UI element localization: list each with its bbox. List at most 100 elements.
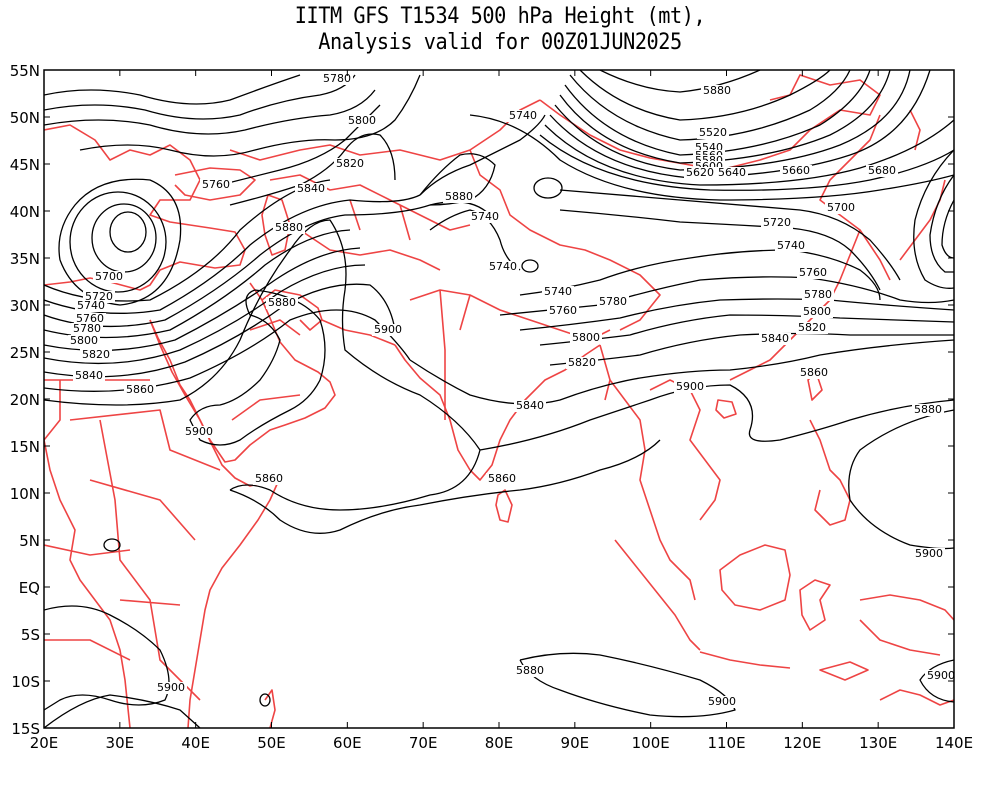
contour-label: 5880	[268, 296, 296, 309]
contour-label: 5760	[799, 266, 827, 279]
coastline-china-east	[729, 114, 881, 381]
contour-label: 5900	[185, 425, 213, 438]
contour-label: 5860	[488, 472, 516, 485]
contour-label: 5700	[95, 270, 123, 283]
coastline-philippines	[809, 419, 851, 526]
borders-india	[409, 289, 611, 420]
coastline-sulawesi	[799, 579, 831, 631]
coastline-sumatra	[614, 539, 701, 651]
coastline-gulf	[261, 289, 396, 346]
contour-small-1	[533, 177, 563, 199]
contour-5620	[554, 70, 911, 171]
contour-label: 5820	[798, 321, 826, 334]
contour-5540	[579, 70, 831, 121]
coastline-med	[44, 124, 246, 291]
coastline-east-africa	[187, 481, 279, 728]
contour-label: 5680	[868, 164, 896, 177]
contour-5900-e	[848, 409, 954, 550]
contour-label: 5880	[275, 221, 303, 234]
contour-label: 5800	[70, 334, 98, 347]
border-kazakhstan-russia	[229, 99, 541, 161]
contour-label-bg	[71, 323, 103, 335]
contour-label-bg	[780, 165, 812, 177]
contour-5580	[564, 70, 871, 156]
contour-5860-india	[409, 339, 954, 405]
coastline-timor	[819, 661, 869, 681]
contour-label-bg	[295, 183, 327, 195]
contour-label: 5900	[915, 547, 943, 560]
contour-label-bg	[273, 222, 305, 234]
contour-label: 5760	[202, 178, 230, 191]
contour-5880-east	[479, 384, 954, 451]
contour-label-bg	[547, 305, 579, 317]
contour-label-bg	[93, 271, 125, 283]
x-tick-label: 110E	[707, 734, 745, 752]
contour-small-2	[521, 259, 539, 273]
contour-labels: 5780580058205840576058805700572057405760…	[68, 72, 957, 708]
contour-label-bg	[825, 202, 857, 214]
contour-label: 5780	[323, 72, 351, 85]
border-mongolia	[539, 74, 881, 171]
x-tick-label: 60E	[333, 734, 362, 752]
contour-small-3	[103, 538, 121, 552]
contour-label-bg	[706, 696, 738, 708]
contour-label: 5820	[336, 157, 364, 170]
coastline-blacksea	[174, 167, 256, 201]
contour-5700	[469, 114, 954, 201]
contour-label: 5720	[763, 216, 791, 229]
contour-label: 5780	[599, 295, 627, 308]
contour-low-3	[69, 191, 167, 293]
x-tick-label: 50E	[257, 734, 286, 752]
y-tick-label: 15N	[10, 438, 40, 456]
contour-label-bg	[775, 240, 807, 252]
contour-label: 5900	[374, 323, 402, 336]
contour-label-bg	[334, 158, 366, 170]
contour-5820	[44, 264, 366, 365]
contour-label: 5760	[549, 304, 577, 317]
contour-5680	[539, 134, 954, 191]
contour-5820-n	[229, 133, 396, 206]
contour-label-bg	[469, 211, 501, 223]
contour-low-inner	[109, 211, 147, 253]
contour-label-bg	[759, 333, 791, 345]
x-tick-label: 40E	[181, 734, 210, 752]
contour-label-bg	[73, 370, 105, 382]
coastline-srilanka	[495, 489, 513, 523]
contour-5880-south	[229, 439, 661, 534]
contour-label-bg	[487, 261, 519, 273]
coastline-madagascar	[264, 689, 276, 728]
contour-label-bg	[155, 682, 187, 694]
contour-japan-2	[929, 174, 954, 273]
contour-5660	[544, 119, 954, 186]
x-tick-label: 100E	[632, 734, 670, 752]
contour-label: 5880	[703, 84, 731, 97]
contour-label: 5800	[348, 114, 376, 127]
contour-label-bg	[925, 670, 957, 682]
contour-5740-c	[419, 114, 546, 196]
y-tick-label: 5N	[19, 532, 40, 550]
contour-japan-3	[941, 199, 954, 259]
y-tick-label: 10S	[11, 673, 40, 691]
y-tick-label: 30N	[10, 297, 40, 315]
contour-label-bg	[866, 165, 898, 177]
contour-label-bg	[566, 357, 598, 369]
contour-label: 5880	[914, 403, 942, 416]
contour-label: 5880	[445, 190, 473, 203]
contour-5780	[44, 229, 351, 339]
contour-label: 5620	[686, 166, 714, 179]
y-tick-label: 20N	[10, 391, 40, 409]
contour-label-bg	[797, 267, 829, 279]
contour-label-bg	[674, 381, 706, 393]
contour-low-2	[91, 203, 157, 273]
y-tick-label: 10N	[10, 485, 40, 503]
coastline-india	[394, 344, 601, 481]
contour-label-bg	[542, 286, 574, 298]
contour-label-bg	[200, 179, 232, 191]
contour-5700	[58, 178, 182, 306]
contour-5900-s	[519, 652, 736, 718]
contour-label-bg	[75, 300, 107, 312]
plot-frame	[43, 69, 955, 729]
axes-layer: 20E 30E 40E 50E 60E 70E 80E 90E 100E 110E 120E 130E…	[10, 62, 973, 752]
contour-5800-c	[519, 298, 954, 331]
